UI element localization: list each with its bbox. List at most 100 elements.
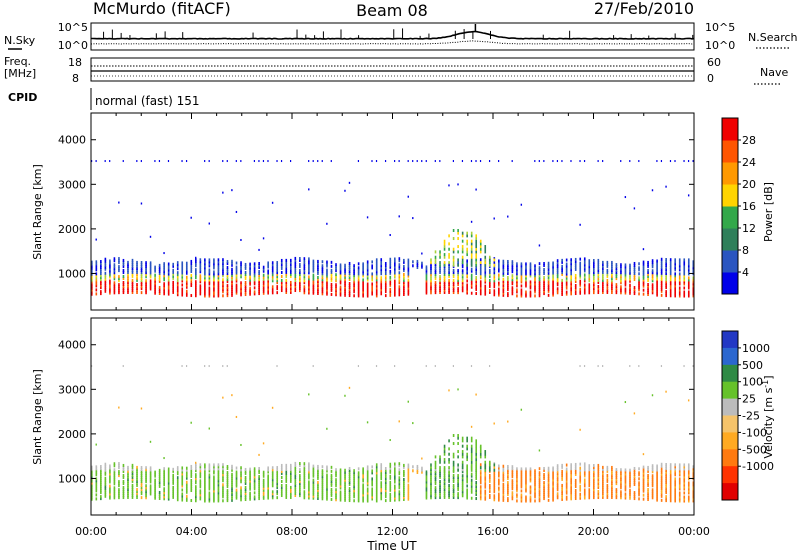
velocity-cell [484, 497, 487, 501]
velocity-cell [140, 468, 143, 472]
velocity-cell [588, 480, 591, 484]
velocity-cell [380, 497, 383, 501]
power-cell [430, 271, 432, 275]
power-cell [375, 278, 378, 282]
velocity-cell [425, 474, 428, 478]
velocity-cell [380, 483, 383, 487]
power-cell [213, 270, 215, 274]
power-cell [597, 260, 600, 264]
velocity-cell [244, 471, 247, 475]
power-cell [240, 293, 242, 297]
power-cell [344, 279, 346, 283]
velocity-cell [357, 495, 360, 499]
velocity-cell [371, 489, 373, 493]
power-cell [181, 263, 184, 267]
power-cell [208, 286, 211, 290]
power-cell [226, 276, 229, 280]
velocity-cell [353, 487, 355, 491]
velocity-cell [452, 487, 455, 491]
power-cell [366, 272, 369, 276]
velocity-cell [267, 468, 269, 472]
power-cell [371, 266, 373, 270]
power-cell [448, 270, 450, 274]
power-cell [475, 265, 478, 269]
velocity-cell [158, 492, 161, 496]
velocity-cell [145, 484, 147, 488]
velocity-cell [199, 467, 202, 471]
velocity-cell [299, 464, 301, 468]
power-heatmap [91, 160, 694, 298]
power-cell [95, 272, 98, 276]
power-cell [574, 265, 577, 269]
power-cell [547, 269, 550, 273]
velocity-colorbar-swatch [722, 449, 738, 467]
velocity-cell [249, 495, 251, 499]
power-cell [574, 286, 577, 290]
power-cell [249, 278, 251, 282]
velocity-cell [466, 452, 468, 456]
velocity-cell [498, 486, 500, 490]
velocity-cell [692, 467, 694, 471]
velocity-cell [294, 485, 297, 489]
power-cell [439, 276, 441, 280]
velocity-cell [271, 468, 274, 472]
velocity-cell [326, 483, 328, 487]
power-cell [407, 264, 410, 268]
velocity-cell [95, 489, 98, 493]
velocity-cell [375, 483, 378, 487]
velocity-cell [118, 472, 120, 476]
power-cell [529, 280, 532, 284]
velocity-cell [317, 472, 319, 476]
power-cell [660, 275, 663, 279]
power-cell [384, 274, 387, 278]
power-cell [665, 262, 667, 266]
velocity-cell [678, 471, 681, 475]
power-cell [195, 288, 197, 292]
power-cell [416, 261, 419, 265]
power-cell [597, 264, 600, 268]
velocity-cell [244, 490, 247, 494]
velocity-cell [285, 463, 288, 467]
velocity-cell [457, 480, 459, 484]
power-cell [190, 269, 193, 273]
velocity-cell [231, 480, 233, 484]
power-cell [185, 263, 188, 267]
power-cell [538, 276, 541, 280]
power-cell [511, 292, 514, 296]
power-cell [262, 283, 265, 287]
velocity-cell [439, 485, 441, 489]
velocity-cell [208, 483, 211, 487]
velocity-cell [136, 477, 138, 481]
velocity-cell [430, 468, 432, 472]
power-cell [484, 263, 487, 267]
velocity-cell [403, 471, 405, 475]
velocity-cell [204, 481, 206, 485]
velocity-cell [204, 489, 206, 493]
power-cell [176, 281, 179, 285]
power-cell [104, 285, 107, 289]
velocity-cell [443, 487, 446, 491]
power-cell [529, 284, 532, 288]
power-cell [602, 284, 604, 288]
power-cell [104, 289, 107, 293]
velocity-cell [154, 470, 156, 474]
velocity-cell [403, 483, 405, 487]
velocity-cell [529, 467, 532, 471]
power-cell [357, 290, 360, 294]
power-cell [656, 259, 658, 263]
power-cell [131, 260, 134, 264]
velocity-cell [181, 472, 184, 476]
velocity-cell [344, 394, 346, 397]
power-cell [335, 273, 337, 277]
power-cell [656, 291, 658, 295]
velocity-cell [249, 481, 251, 485]
velocity-cell [131, 469, 134, 473]
power-cell [570, 290, 572, 294]
power-cell [498, 160, 500, 163]
velocity-cell [525, 471, 527, 475]
power-cell [127, 288, 129, 292]
power-cell [511, 160, 513, 163]
power-cell [538, 160, 540, 163]
power-cell [394, 259, 396, 263]
power-cell [452, 287, 455, 291]
